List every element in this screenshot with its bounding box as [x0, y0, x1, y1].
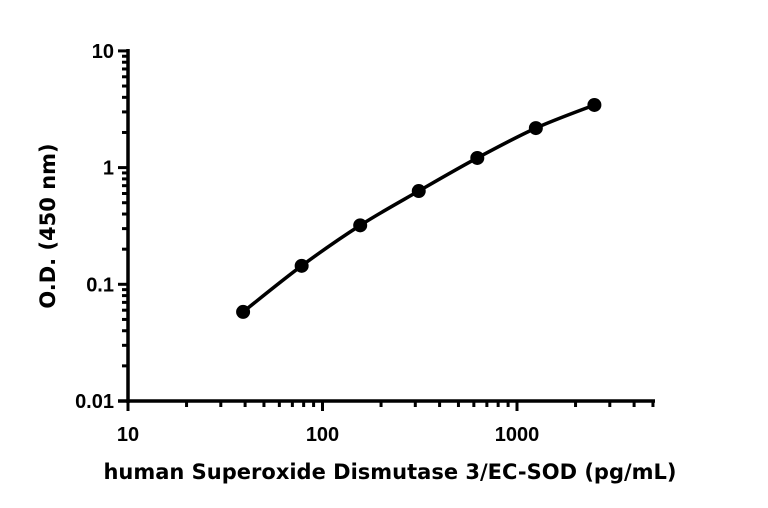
y-tick-label: 0.01 [75, 391, 114, 413]
y-tick-label: 0.1 [86, 274, 114, 296]
data-point [294, 258, 309, 273]
data-point [411, 184, 426, 199]
data-point [528, 121, 543, 136]
y-tick-label: 1 [103, 158, 114, 180]
data-point [236, 304, 251, 319]
x-tick-label: 100 [306, 424, 339, 446]
data-point [587, 97, 602, 112]
data-points [236, 97, 602, 319]
x-tick-label: 10 [117, 424, 139, 446]
x-axis-title: human Superoxide Dismutase 3/EC-SOD (pg/… [103, 460, 676, 484]
fit-curve [241, 103, 597, 314]
x-tick-label: 1000 [495, 424, 540, 446]
y-axis-tick-labels: 0.01 0.1 1 10 [75, 41, 114, 413]
y-tick-label: 10 [92, 41, 114, 63]
data-point [353, 218, 368, 233]
data-point [470, 150, 485, 165]
x-axis-tick-labels: 10 100 1000 [117, 424, 539, 446]
y-axis-title: O.D. (450 nm) [36, 143, 60, 308]
